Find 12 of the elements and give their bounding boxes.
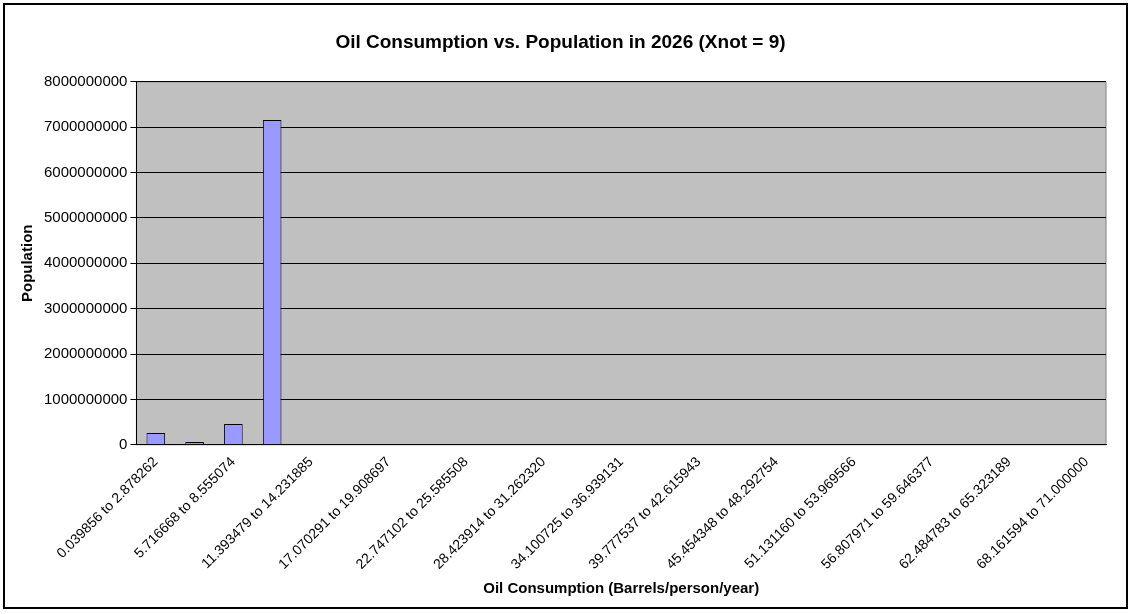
y-tick-label: 1000000000 [43, 389, 128, 407]
y-tick-label: 2000000000 [43, 344, 128, 362]
y-tick-label: 7000000000 [43, 117, 128, 135]
y-tick-label: 6000000000 [43, 162, 128, 180]
chart-title: Oil Consumption vs. Population in 2026 (Xnot = 9) [335, 30, 786, 52]
y-tick-label: 0 [119, 434, 128, 452]
x-axis-title: Oil Consumption (Barrels/person/year) [483, 579, 760, 597]
y-tick-label: 8000000000 [43, 71, 128, 89]
y-tick-label: 5000000000 [43, 208, 128, 226]
y-axis-title: Population [18, 224, 36, 303]
y-tick-label: 3000000000 [43, 298, 128, 316]
y-tick-label: 4000000000 [43, 253, 128, 271]
